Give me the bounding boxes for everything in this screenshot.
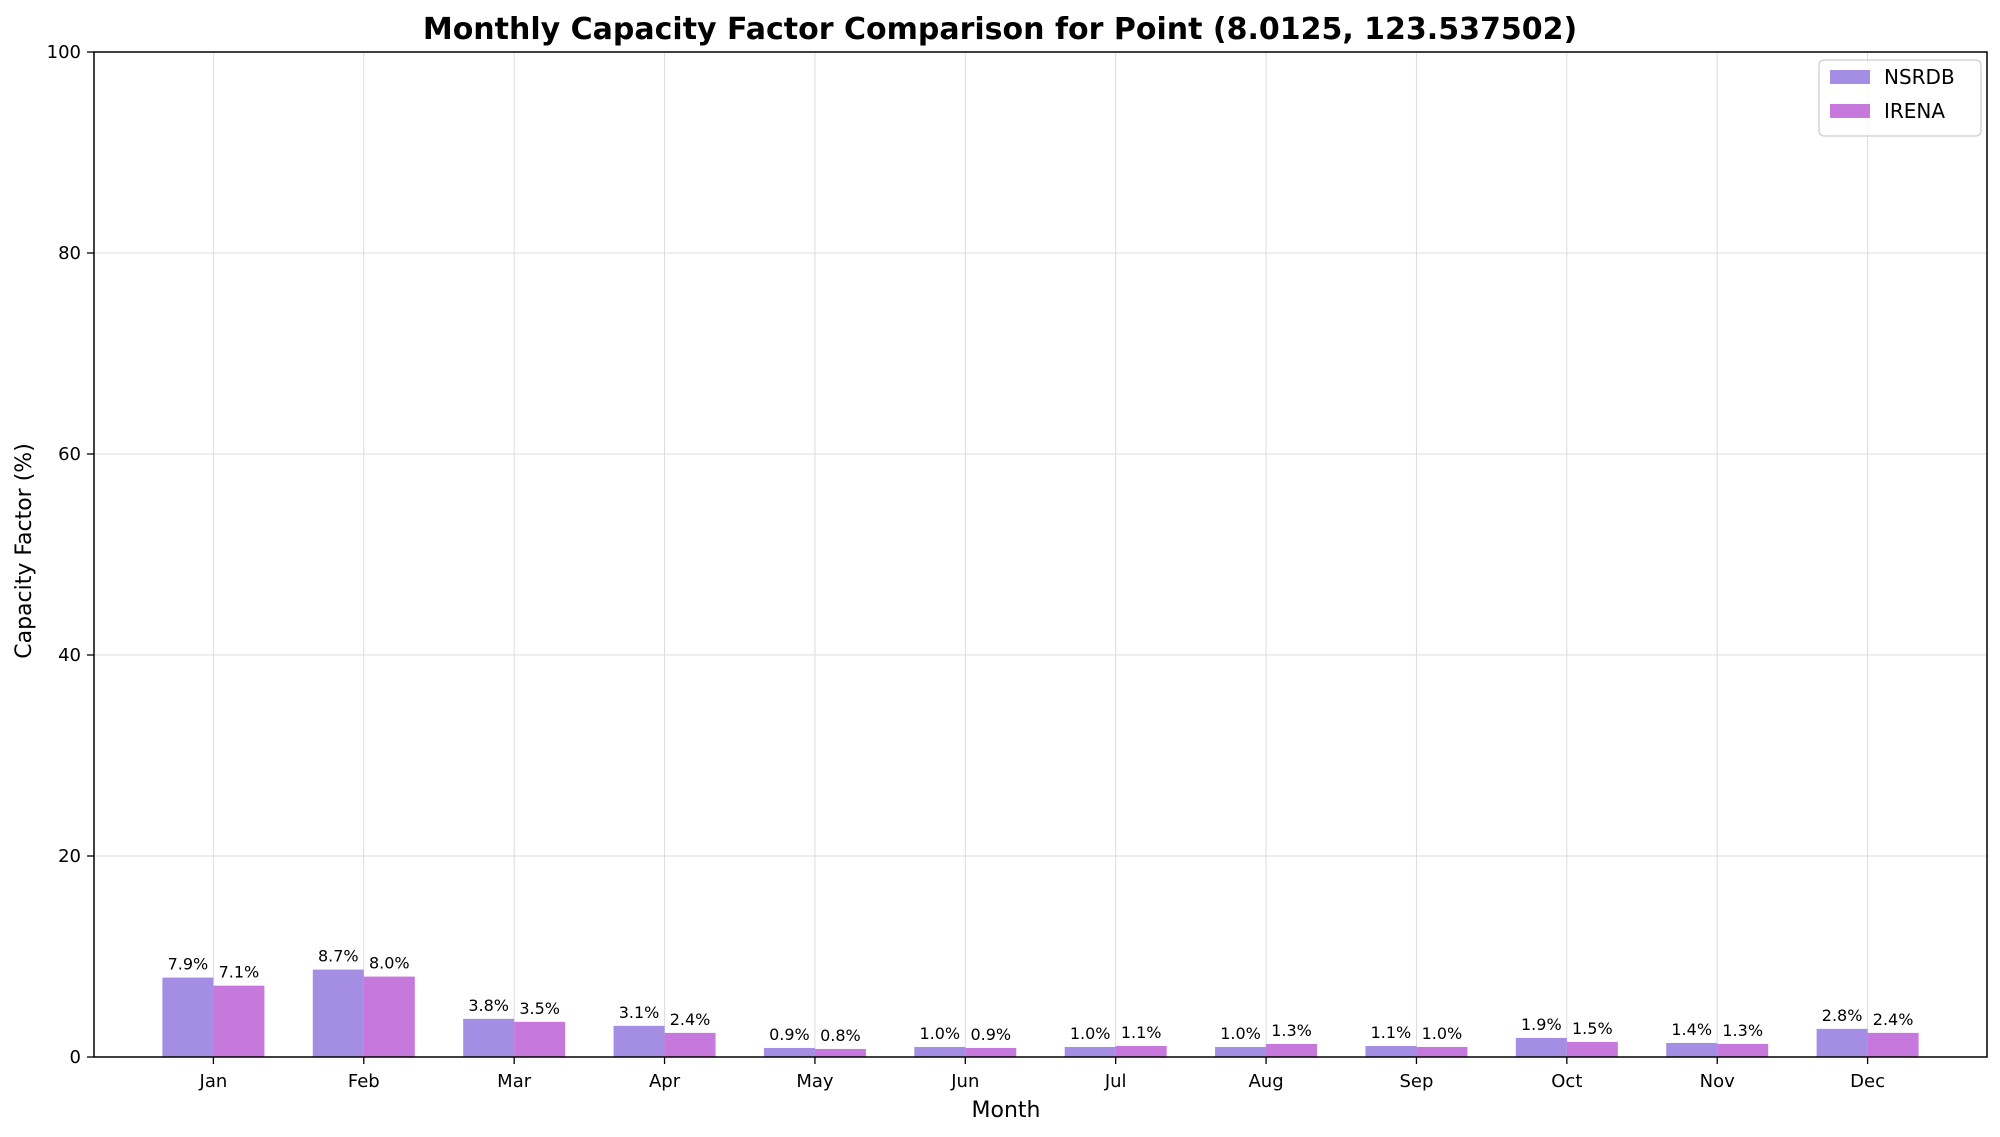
x-tick-label: Sep [1399, 1071, 1433, 1092]
bar-irena [1717, 1043, 1769, 1057]
data-label-nsrdb: 3.8% [468, 996, 509, 1015]
legend-label-nsrdb: NSRDB [1884, 65, 1955, 89]
x-tick-label: Oct [1551, 1071, 1582, 1092]
bar-nsrdb [162, 977, 214, 1057]
bar-nsrdb [1816, 1028, 1868, 1057]
data-label-nsrdb: 1.0% [1070, 1024, 1111, 1043]
bar-irena [1867, 1032, 1919, 1057]
y-axis-label: Capacity Factor (%) [12, 443, 37, 659]
x-tick-label: Jul [1104, 1071, 1127, 1092]
data-label-nsrdb: 1.0% [1220, 1024, 1261, 1043]
bar-irena [363, 976, 415, 1057]
y-tick-label: 0 [70, 1047, 81, 1068]
x-tick-label: Aug [1248, 1071, 1283, 1092]
y-tick-label: 40 [58, 645, 81, 666]
data-label-irena: 1.3% [1722, 1021, 1763, 1040]
bar-irena [1566, 1041, 1618, 1057]
x-tick-label: Jun [950, 1071, 979, 1092]
data-label-irena: 1.0% [1422, 1024, 1463, 1043]
data-label-irena: 3.5% [519, 999, 560, 1018]
x-tick-label: Jan [199, 1071, 228, 1092]
y-tick-label: 100 [47, 42, 81, 63]
data-label-nsrdb: 0.9% [769, 1025, 810, 1044]
data-label-irena: 2.4% [1873, 1010, 1914, 1029]
data-label-irena: 0.8% [820, 1026, 861, 1045]
data-label-nsrdb: 8.7% [318, 947, 359, 966]
legend: NSRDB IRENA [1818, 59, 1982, 137]
data-label-irena: 1.3% [1271, 1021, 1312, 1040]
data-label-nsrdb: 1.9% [1521, 1015, 1562, 1034]
data-label-nsrdb: 1.0% [919, 1024, 960, 1043]
data-label-nsrdb: 1.4% [1671, 1020, 1712, 1039]
data-labels: 7.9% 8.7% 3.8% 3.1% 0.9% 1.0% 1.0% 1.0% 1.1% 1.9%… [168, 947, 1914, 1045]
bar-irena [965, 1047, 1017, 1057]
bar-nsrdb [613, 1025, 665, 1057]
bar-nsrdb [1666, 1042, 1718, 1057]
y-tick-label: 80 [58, 243, 81, 264]
bar-irena [1115, 1045, 1167, 1057]
x-axis-label: Month [972, 1098, 1041, 1123]
bar-irena [514, 1021, 566, 1057]
bar-irena [1266, 1043, 1318, 1057]
bar-irena [1416, 1046, 1468, 1057]
data-label-nsrdb: 1.1% [1371, 1023, 1412, 1042]
x-tick-label: Dec [1850, 1071, 1885, 1092]
x-tick-label: Mar [497, 1071, 532, 1092]
bar-nsrdb [463, 1018, 515, 1057]
data-label-nsrdb: 7.9% [168, 955, 209, 974]
x-tick-label: Apr [649, 1071, 681, 1092]
bar-nsrdb [914, 1046, 966, 1057]
y-tick-label: 20 [58, 846, 81, 867]
data-label-irena: 7.1% [219, 963, 260, 982]
bar-nsrdb [1064, 1046, 1116, 1057]
chart-title: Monthly Capacity Factor Comparison for P… [423, 12, 1577, 47]
bar-irena [814, 1048, 866, 1057]
bar-nsrdb [1215, 1046, 1267, 1057]
bar-irena [664, 1032, 716, 1057]
bar-nsrdb [1515, 1037, 1567, 1057]
x-tick-label: Nov [1700, 1071, 1735, 1092]
bar-irena [213, 985, 265, 1057]
bar-nsrdb [1365, 1045, 1417, 1057]
bar-nsrdb [312, 969, 364, 1057]
legend-label-irena: IRENA [1884, 99, 1945, 123]
bars [162, 969, 1919, 1057]
data-label-irena: 2.4% [670, 1010, 711, 1029]
legend-swatch-nsrdb [1830, 70, 1870, 84]
axes: 0 20 40 60 80 100 Jan Feb Mar Apr May Jun Jul Aug Sep O… [47, 42, 1885, 1092]
y-tick-label: 60 [58, 444, 81, 465]
plot-frame [93, 51, 1988, 1058]
x-tick-label: Feb [348, 1071, 380, 1092]
x-tick-label: May [796, 1071, 834, 1092]
data-label-irena: 1.1% [1121, 1023, 1162, 1042]
data-label-irena: 8.0% [369, 954, 410, 973]
bar-nsrdb [763, 1047, 815, 1057]
data-label-nsrdb: 2.8% [1822, 1006, 1863, 1025]
data-label-irena: 1.5% [1572, 1019, 1613, 1038]
data-label-nsrdb: 3.1% [619, 1003, 660, 1022]
data-label-irena: 0.9% [970, 1025, 1011, 1044]
legend-swatch-irena [1830, 104, 1870, 118]
